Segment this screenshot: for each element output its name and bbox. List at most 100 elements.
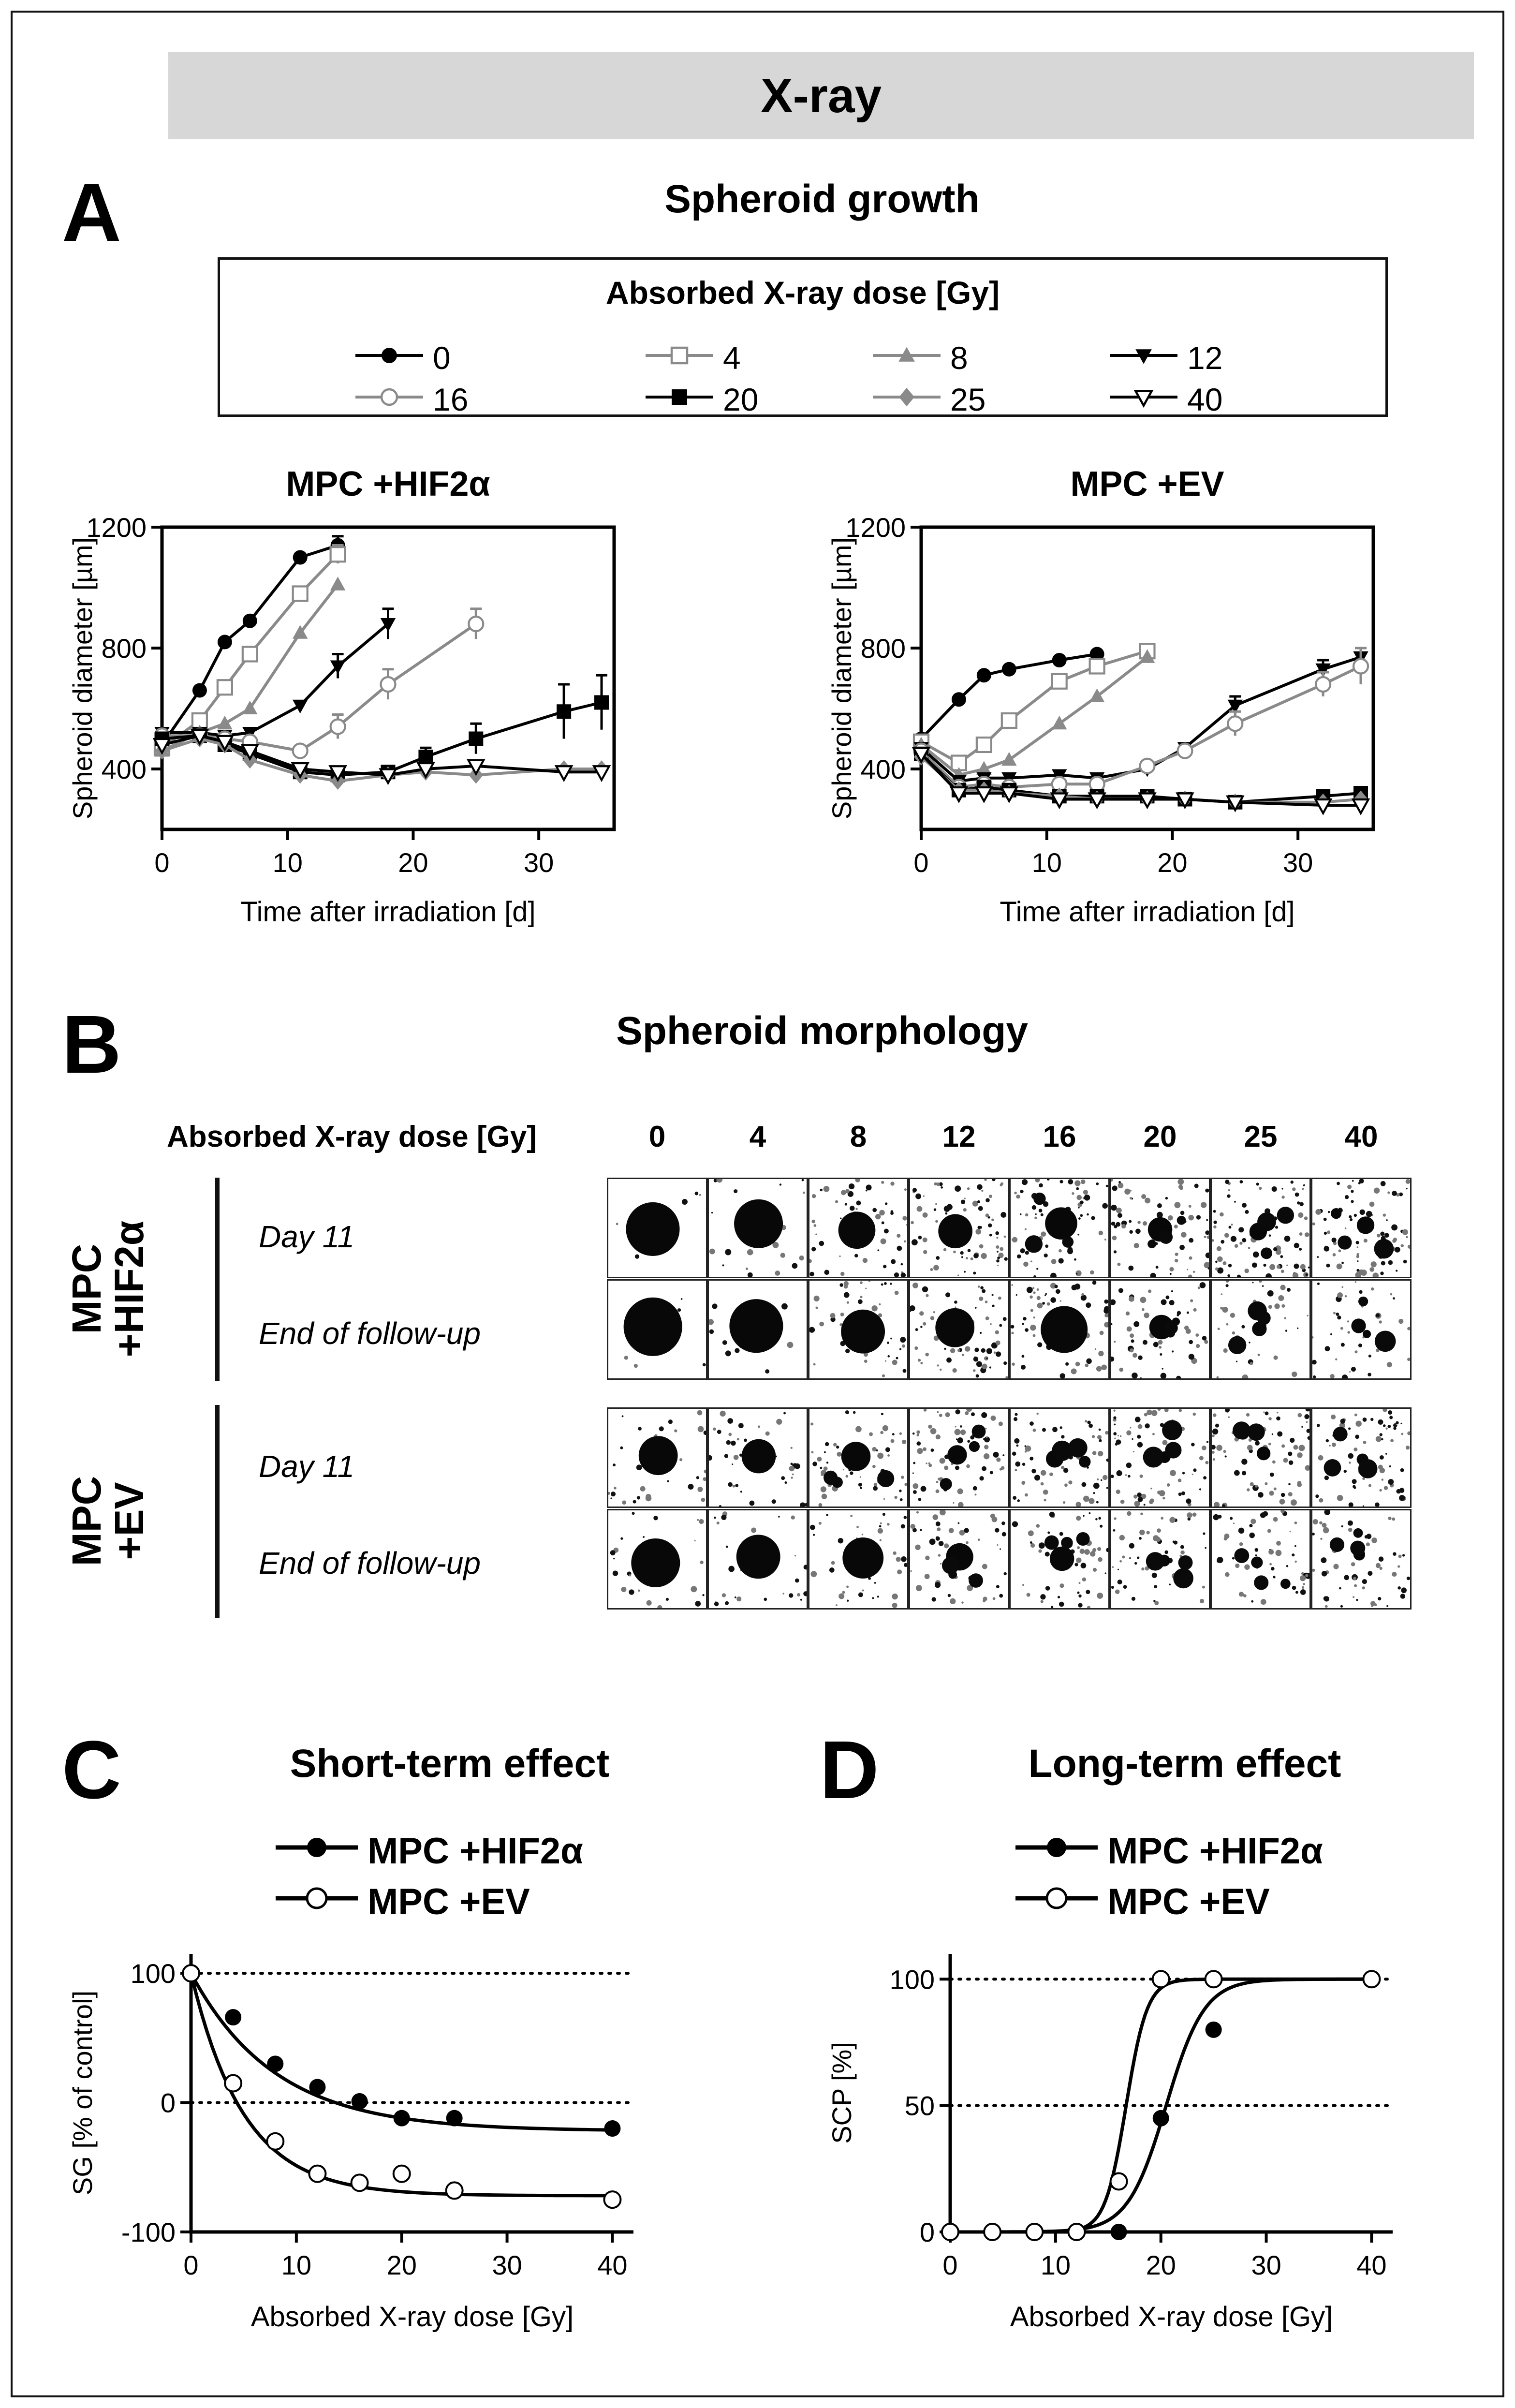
speckle xyxy=(1140,1377,1142,1379)
speckle xyxy=(931,1597,936,1602)
speckle xyxy=(1076,1273,1078,1275)
speckle xyxy=(858,1482,862,1487)
speckle xyxy=(982,1466,986,1471)
speckle xyxy=(775,1270,780,1276)
cell-cluster xyxy=(1358,1459,1378,1478)
speckle xyxy=(1379,1489,1382,1492)
speckle xyxy=(937,1411,939,1413)
speckle xyxy=(1140,1512,1143,1515)
speckle xyxy=(1290,1437,1295,1443)
speckle xyxy=(1193,1308,1197,1312)
series-4gy xyxy=(912,643,1156,771)
speckle xyxy=(1143,1504,1146,1506)
speckle xyxy=(830,1316,836,1322)
speckle xyxy=(792,1473,794,1476)
speckle xyxy=(879,1539,882,1541)
speckle xyxy=(1311,1336,1314,1339)
data-point xyxy=(192,683,207,698)
speckle xyxy=(1299,1232,1303,1236)
series-0gy xyxy=(155,535,345,752)
speckle xyxy=(1389,1465,1391,1467)
speckle xyxy=(636,1464,642,1471)
spheroid-core xyxy=(729,1299,783,1353)
speckle xyxy=(1217,1557,1223,1564)
speckle xyxy=(1003,1572,1007,1576)
speckle xyxy=(745,1267,749,1270)
speckle xyxy=(813,1363,816,1366)
speckle xyxy=(1035,1213,1037,1215)
data-point xyxy=(225,2009,242,2026)
speckle xyxy=(700,1560,704,1565)
speckle xyxy=(881,1221,884,1225)
speckle xyxy=(1317,1282,1320,1285)
speckle xyxy=(1110,1299,1116,1305)
speckle xyxy=(1298,1212,1304,1218)
speckle xyxy=(736,1596,742,1602)
speckle xyxy=(621,1586,627,1593)
speckle xyxy=(1294,1192,1299,1197)
speckle xyxy=(919,1311,924,1316)
speckle xyxy=(677,1308,681,1312)
speckle xyxy=(981,1348,985,1353)
speckle xyxy=(912,1188,917,1193)
speckle xyxy=(1225,1279,1229,1283)
speckle xyxy=(928,1463,932,1467)
speckle xyxy=(1281,1304,1285,1308)
speckle xyxy=(1299,1202,1304,1207)
speckle xyxy=(1379,1320,1382,1324)
spheroid-picture xyxy=(909,1282,1008,1379)
speckle xyxy=(1097,1547,1102,1551)
y-axis-label: SCP [%] xyxy=(826,2042,857,2144)
legend-c-hif2a-label: MPC +HIF2α xyxy=(368,1831,583,1872)
speckle xyxy=(1076,1187,1079,1190)
speckle xyxy=(1119,1367,1124,1372)
speckle xyxy=(1171,1290,1173,1293)
speckle xyxy=(1285,1330,1288,1332)
cell-cluster xyxy=(1358,1296,1368,1307)
cell-cluster xyxy=(1363,1330,1371,1338)
speckle xyxy=(787,1342,794,1348)
speckle xyxy=(1178,1409,1182,1412)
speckle xyxy=(1115,1443,1118,1446)
speckle xyxy=(1331,1442,1336,1447)
speckle xyxy=(1087,1420,1091,1424)
speckle xyxy=(1037,1342,1043,1347)
speckle xyxy=(902,1369,907,1373)
speckle xyxy=(1351,1200,1354,1203)
speckle xyxy=(1249,1524,1253,1528)
speckle xyxy=(977,1538,980,1541)
speckle xyxy=(916,1441,921,1446)
speckle xyxy=(1020,1248,1025,1254)
data-point xyxy=(1051,715,1067,730)
speckle xyxy=(1340,1418,1345,1424)
speckle xyxy=(820,1486,826,1492)
speckle xyxy=(1388,1260,1393,1265)
panel-title-d: Long-term effect xyxy=(1028,1742,1341,1786)
speckle xyxy=(1047,1531,1050,1534)
x-tick-label: 10 xyxy=(281,2250,311,2280)
cell-cluster xyxy=(1146,1552,1165,1571)
speckle xyxy=(714,1601,719,1607)
spheroid-picture xyxy=(1010,1280,1110,1379)
cell-cluster xyxy=(1068,1438,1088,1458)
speckle xyxy=(815,1306,818,1309)
speckle xyxy=(1222,1261,1227,1265)
legend-marker-0gy xyxy=(355,348,423,363)
speckle xyxy=(1122,1555,1125,1559)
speckle xyxy=(939,1414,942,1417)
speckle xyxy=(840,1190,846,1196)
speckle xyxy=(981,1189,984,1192)
speckle xyxy=(1407,1431,1412,1435)
speckle xyxy=(1015,1461,1021,1467)
speckle xyxy=(1280,1255,1283,1258)
speckle xyxy=(910,1523,915,1529)
speckle xyxy=(1188,1214,1194,1221)
legend-label-16gy: 16 xyxy=(433,382,469,417)
fit-curve xyxy=(189,1972,613,2132)
speckle xyxy=(744,1438,747,1442)
spheroid-image-16gy xyxy=(1009,1407,1110,1508)
morphology-dose-0: 0 xyxy=(648,1120,666,1153)
cell-cluster xyxy=(1248,1301,1267,1321)
speckle xyxy=(1401,1433,1404,1435)
speckle xyxy=(1151,1410,1158,1416)
